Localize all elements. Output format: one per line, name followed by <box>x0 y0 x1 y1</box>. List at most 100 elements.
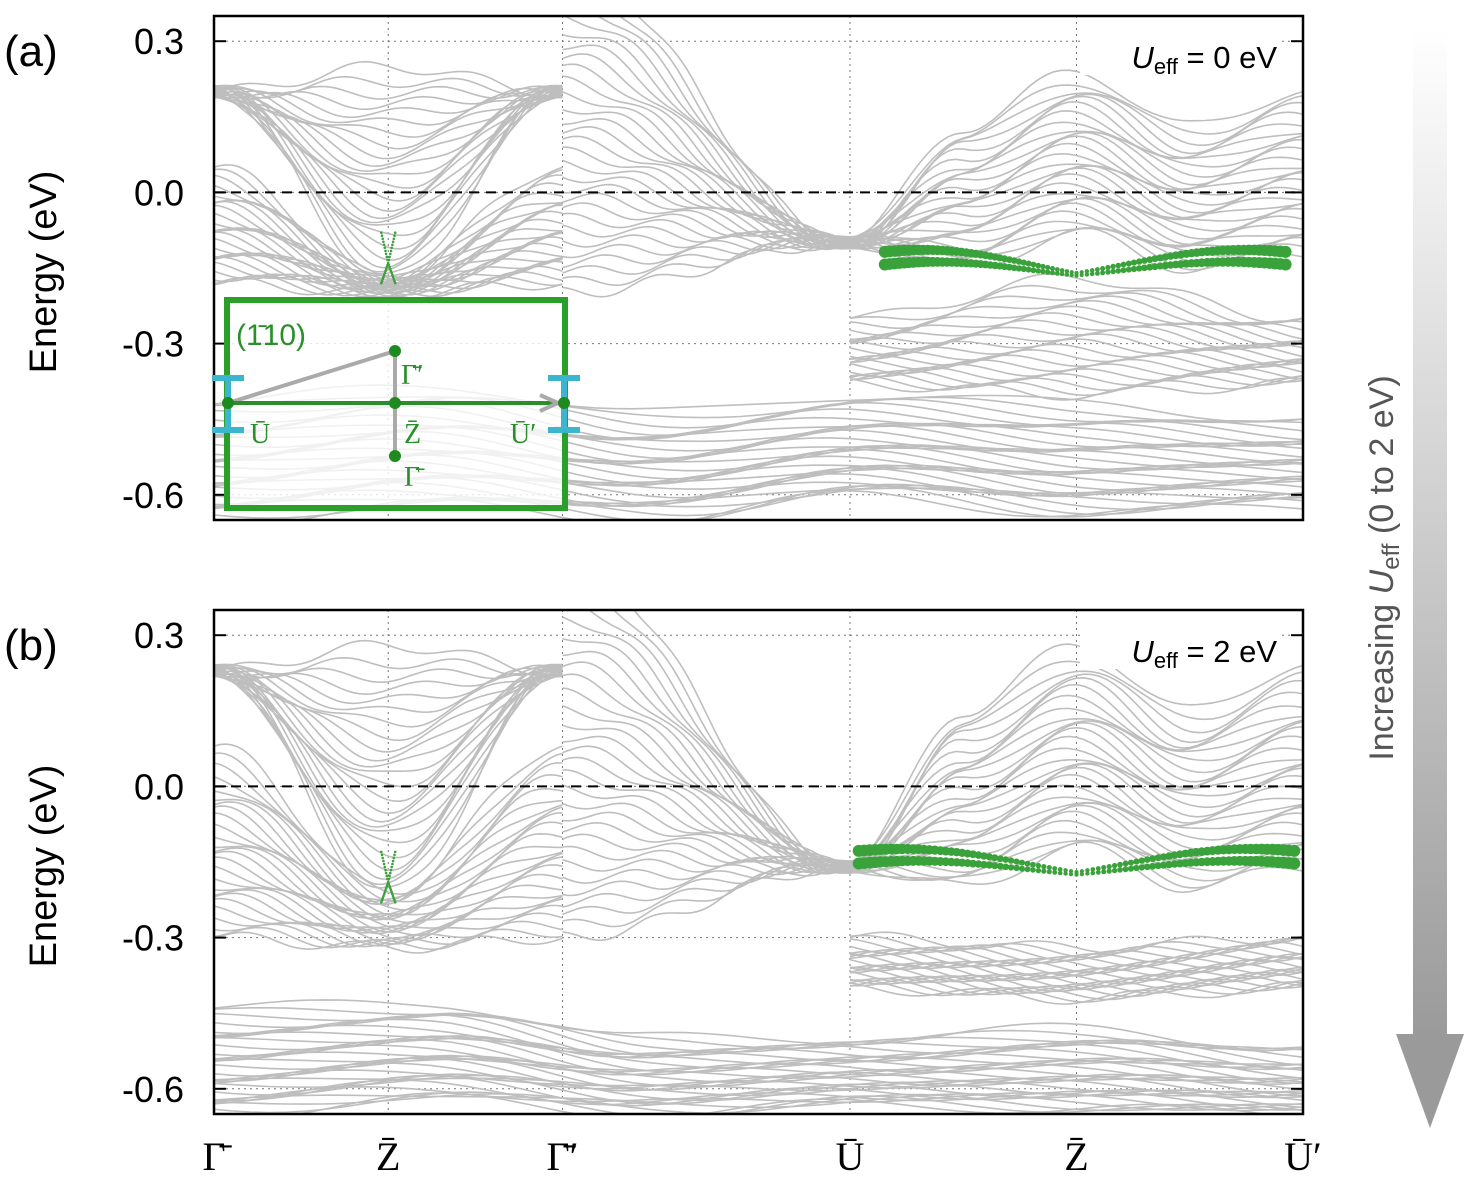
ytick-label: 0.3 <box>134 21 184 62</box>
surface-state-point <box>1095 866 1101 871</box>
surface-state-point <box>1120 261 1127 268</box>
surface-state-point <box>1035 867 1042 874</box>
inset-label-z: Z̄ <box>404 419 421 450</box>
bulk-band-line <box>849 963 1303 985</box>
dirac-cone-point <box>391 859 395 863</box>
bulk-band-line <box>850 167 1303 250</box>
surface-state-point <box>1105 264 1111 271</box>
surface-state-point <box>1125 266 1132 273</box>
bulk-band-line <box>562 237 851 269</box>
bulk-band-line <box>562 44 851 250</box>
bulk-band-line <box>849 773 1303 873</box>
surface-state-point <box>1130 265 1138 273</box>
surface-state-point <box>1111 867 1118 874</box>
surface-state-point <box>1160 853 1168 861</box>
surface-state-point <box>980 860 988 869</box>
surface-state-point <box>1115 268 1122 274</box>
dirac-cone-point <box>387 882 391 886</box>
surface-state-point <box>1020 259 1027 266</box>
surface-state-point <box>1127 865 1134 872</box>
bulk-band-line <box>214 1044 1303 1086</box>
panel-a-yticks: 0.3 0.0 -0.3 -0.6 <box>122 21 1303 516</box>
bulk-band-line <box>562 673 851 870</box>
dirac-cone-point <box>380 853 384 857</box>
dirac-cone-point <box>389 868 393 872</box>
bulk-band-line <box>214 89 563 273</box>
dirac-cone-point <box>393 850 397 854</box>
bulk-band-line <box>849 197 1303 250</box>
bulk-band-line <box>214 1014 1303 1066</box>
bulk-band-line <box>632 610 851 871</box>
arrow-shaft <box>1413 28 1447 1040</box>
bulk-band-line <box>849 931 1303 954</box>
surface-state-point <box>1040 263 1046 270</box>
surface-state-point <box>996 862 1004 870</box>
surface-state-point <box>1041 864 1047 870</box>
bulk-band-line <box>214 665 563 803</box>
bulk-band-line <box>849 979 1303 1003</box>
dirac-cone-point <box>389 269 393 273</box>
svg-text:Ueff = 2 eV: Ueff = 2 eV <box>1131 634 1277 673</box>
xtick-label: Z̄ <box>1064 1134 1088 1179</box>
surface-state-point <box>1122 860 1129 867</box>
surface-state-point <box>1007 857 1015 864</box>
dirac-cone-point <box>380 899 384 902</box>
arrow-label-subscript: eff <box>1378 543 1405 570</box>
dirac-cone-point <box>383 890 387 894</box>
x-tick-labels: Γ̄ Z̄ Γ̄′ Ū Z̄ Ū′ <box>202 1134 1321 1179</box>
surface-state-point <box>1110 263 1116 270</box>
bulk-band-line <box>214 227 563 283</box>
surface-state-point <box>1057 870 1063 876</box>
inset-surface-label: (1̄10) <box>236 319 306 352</box>
dirac-cone-point <box>380 850 383 854</box>
surface-state-point <box>974 860 983 868</box>
ytick-label: 0.3 <box>134 615 184 656</box>
bulk-band-line <box>849 343 1303 366</box>
bulk-band-line <box>849 937 1303 962</box>
panel-b-ylabel: Energy (eV) <box>23 765 65 968</box>
bulk-band-line <box>849 182 1303 243</box>
bulk-band-line <box>214 1038 1303 1085</box>
bulk-band-line <box>214 85 563 269</box>
panel-b-yticks: 0.3 0.0 -0.3 -0.6 <box>122 615 1303 1110</box>
dirac-cone-point <box>384 267 388 271</box>
bulk-band-line <box>612 610 851 867</box>
bulk-band-line <box>214 812 563 921</box>
surface-state-point <box>1002 863 1009 871</box>
dirac-cone-point <box>383 271 387 275</box>
bulk-band-line <box>214 897 563 945</box>
surface-state-point <box>1069 272 1074 278</box>
surface-state-point <box>1144 856 1151 863</box>
xtick-label: Ū′ <box>1284 1134 1322 1179</box>
bulk-band-line <box>849 676 1303 873</box>
bulk-band-line <box>849 312 1303 347</box>
surface-state-point <box>1074 872 1079 877</box>
panel-b-surface-states <box>380 843 1301 904</box>
dirac-cone-point <box>393 901 397 904</box>
bulk-band-line <box>562 237 851 287</box>
dirac-cone-point <box>382 243 386 247</box>
bulk-band-line <box>849 643 1303 868</box>
dirac-cone-point <box>393 281 397 285</box>
bulk-band-line <box>214 199 563 286</box>
surface-state-point <box>1110 268 1116 275</box>
dirac-cone-point <box>391 893 394 896</box>
bulk-band-line <box>214 892 563 942</box>
bulk-band-line <box>214 663 563 684</box>
dirac-cone-point <box>380 281 383 285</box>
surface-state-point <box>991 854 999 862</box>
surface-state-point <box>1035 262 1041 269</box>
surface-state-point <box>969 859 977 868</box>
dirac-cone-point <box>387 877 391 881</box>
surface-state-point <box>1015 265 1023 272</box>
dirac-cone-point <box>385 265 389 269</box>
bulk-band-line <box>214 1024 1303 1071</box>
dirac-cone-point <box>393 899 396 902</box>
bulk-band-line <box>214 88 563 250</box>
dirac-cone-point <box>389 267 392 271</box>
surface-state-point <box>1095 271 1100 276</box>
bulk-band-line <box>562 616 851 867</box>
surface-state-point <box>1111 862 1118 869</box>
surface-state-point <box>1136 258 1143 265</box>
panel-a-label: (a) <box>4 27 58 76</box>
